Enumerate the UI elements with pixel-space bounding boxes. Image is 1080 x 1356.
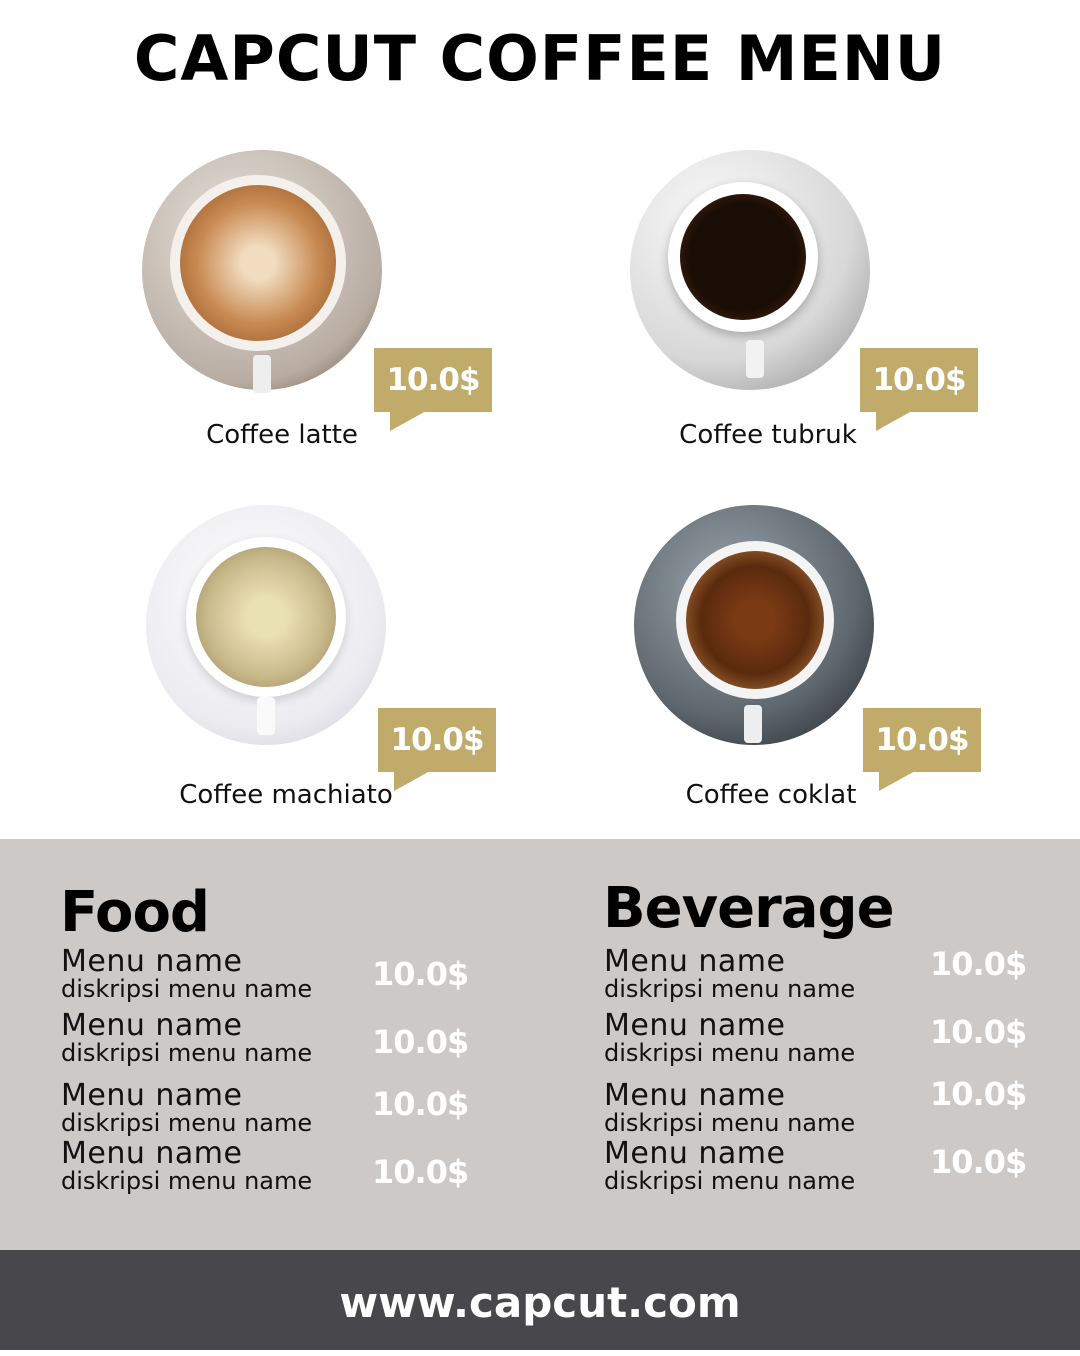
food-price: 10.0$ [372,955,469,993]
beverage-item: Menu name diskripsi menu name [604,1078,856,1137]
food-title: Food [60,880,210,945]
food-item: Menu name diskripsi menu name [61,1078,313,1137]
food-price: 10.0$ [372,1085,469,1123]
product-name: Coffee latte [206,420,358,450]
food-item: Menu name diskripsi menu name [61,1136,313,1195]
page-title: CAPCUT COFFEE MENU [133,22,947,95]
product-name: Coffee tubruk [679,420,857,450]
product-name: Coffee coklat [685,780,857,810]
beverage-price: 10.0$ [930,1075,1027,1113]
coffee-coklat-image [634,505,874,745]
beverage-title: Beverage [603,876,895,941]
beverage-item: Menu name diskripsi menu name [604,1008,856,1067]
footer-url[interactable]: www.capcut.com [0,1250,1080,1350]
food-price: 10.0$ [372,1023,469,1061]
food-item: Menu name diskripsi menu name [61,1008,313,1067]
menu-panel [0,839,1080,1250]
price-tag: 10.0$ [378,708,496,791]
coffee-machiato-image [146,505,386,745]
coffee-latte-image [142,150,382,393]
food-price: 10.0$ [372,1153,469,1191]
price-tag: 10.0$ [860,348,978,431]
beverage-price: 10.0$ [930,945,1027,983]
beverage-item: Menu name diskripsi menu name [604,944,856,1003]
price-tag: 10.0$ [863,708,981,791]
beverage-price: 10.0$ [930,1143,1027,1181]
coffee-tubruk-image [630,150,870,390]
product-name: Coffee machiato [179,780,393,810]
food-item: Menu name diskripsi menu name [61,944,313,1003]
beverage-item: Menu name diskripsi menu name [604,1136,856,1195]
price-tag: 10.0$ [374,348,492,431]
beverage-price: 10.0$ [930,1013,1027,1051]
